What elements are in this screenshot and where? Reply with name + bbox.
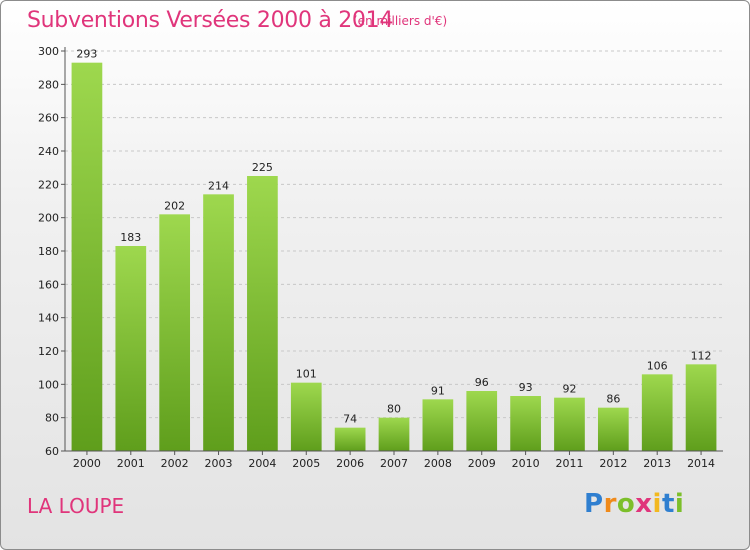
bar: [290, 382, 322, 451]
bar-value-label: 183: [120, 231, 141, 244]
x-tick-label: 2011: [555, 457, 583, 470]
chart-subtitle: (en milliers d'€): [353, 14, 448, 28]
bar-value-label: 202: [164, 199, 185, 212]
bar-value-label: 96: [475, 376, 489, 389]
y-tick-label: 60: [45, 445, 59, 458]
bar: [334, 427, 366, 451]
bar: [422, 399, 454, 451]
axes: [61, 47, 723, 455]
y-tick-label: 100: [38, 378, 59, 391]
x-tick-label: 2010: [512, 457, 540, 470]
bar-value-label: 80: [387, 403, 401, 416]
y-tick-label: 300: [38, 45, 59, 58]
bar: [203, 194, 234, 452]
bar-value-label: 106: [647, 359, 668, 372]
x-tick-label: 2001: [117, 457, 145, 470]
y-tick-label: 280: [38, 78, 59, 91]
y-tick-label: 200: [38, 212, 59, 225]
bar-value-label: 86: [606, 393, 620, 406]
bar: [115, 246, 147, 451]
x-tick-label: 2002: [161, 457, 189, 470]
bars: [71, 62, 717, 452]
x-tick-label: 2003: [205, 457, 233, 470]
proxiti-logo: Proxiti: [584, 489, 685, 519]
bar: [597, 407, 629, 451]
bar: [378, 417, 410, 451]
bar-value-label: 91: [431, 384, 445, 397]
bar: [641, 374, 673, 451]
bar: [554, 397, 585, 451]
x-tick-label: 2007: [380, 457, 408, 470]
bar: [685, 364, 717, 451]
bar-value-label: 112: [691, 349, 712, 362]
bar-value-label: 225: [252, 161, 273, 174]
x-tick-label: 2006: [336, 457, 364, 470]
commune-name: LA LOUPE: [27, 494, 125, 518]
x-tick-label: 2009: [468, 457, 496, 470]
x-tick-label: 2014: [687, 457, 715, 470]
bar-value-label: 214: [208, 179, 229, 192]
bar: [510, 396, 541, 451]
y-tick-label: 260: [38, 112, 59, 125]
y-tick-label: 140: [38, 312, 59, 325]
x-tick-label: 2012: [599, 457, 627, 470]
y-tick-label: 120: [38, 345, 59, 358]
labels: 60 80 100 120 140 160 180 200 220 240 260 280 300 293…: [38, 45, 715, 470]
bar-value-label: 74: [343, 413, 357, 426]
y-tick-label: 160: [38, 278, 59, 291]
x-tick-label: 2008: [424, 457, 452, 470]
y-tick-label: 220: [38, 178, 59, 191]
bar-value-label: 93: [519, 381, 533, 394]
bar: [247, 176, 278, 451]
bar: [159, 214, 191, 451]
y-tick-label: 240: [38, 145, 59, 158]
x-tick-label: 2000: [73, 457, 101, 470]
bar-value-label: 101: [296, 368, 317, 381]
bar-value-label: 293: [76, 48, 97, 61]
x-tick-label: 2004: [248, 457, 276, 470]
chart-title: Subventions Versées 2000 à 2014: [27, 8, 394, 33]
bar: [71, 62, 103, 452]
bar-value-label: 92: [562, 383, 576, 396]
bar: [466, 391, 498, 451]
y-tick-label: 180: [38, 245, 59, 258]
y-tick-label: 80: [45, 412, 59, 425]
x-tick-label: 2013: [643, 457, 671, 470]
x-tick-label: 2005: [292, 457, 320, 470]
